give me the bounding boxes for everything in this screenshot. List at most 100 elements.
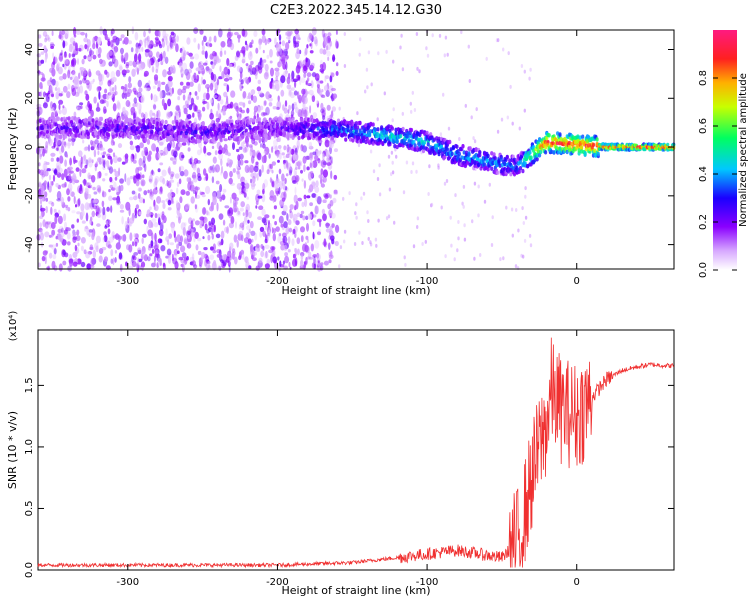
heatmap-cell: [153, 74, 159, 81]
heatmap-cell: [238, 146, 243, 150]
heatmap-cell: [214, 150, 218, 156]
heatmap-ridge-cell: [194, 129, 198, 134]
heatmap-cell: [151, 66, 155, 73]
heatmap-cell: [258, 44, 262, 50]
heatmap-cell: [514, 264, 518, 269]
heatmap-ridge-cell: [135, 130, 139, 135]
heatmap-cell: [206, 101, 210, 110]
heatmap-cell: [336, 62, 339, 67]
heatmap-cell: [392, 107, 395, 112]
heatmap-cell: [213, 35, 217, 43]
heatmap-cell: [112, 197, 118, 201]
heatmap-cell: [500, 117, 504, 122]
heatmap-ridge-cell: [571, 135, 575, 140]
heatmap-cell: [56, 157, 60, 162]
heatmap-cell: [300, 169, 303, 174]
heatmap-cell: [318, 174, 324, 179]
heatmap-cell: [195, 191, 197, 199]
heatmap-ridge-cell: [139, 118, 143, 124]
heatmap-cell: [124, 83, 128, 92]
heatmap-ridge-cell: [131, 119, 135, 124]
heatmap-cell: [64, 252, 69, 258]
heatmap-cell: [51, 93, 54, 98]
heatmap-cell: [52, 254, 57, 260]
heatmap-cell: [230, 90, 236, 98]
heatmap-cell: [168, 233, 172, 239]
heatmap-cell: [93, 198, 99, 204]
heatmap-cell: [322, 153, 325, 161]
heatmap-cell: [309, 162, 313, 168]
heatmap-cell: [97, 47, 102, 55]
heatmap-cell: [291, 238, 295, 246]
heatmap-cell: [222, 188, 227, 193]
snr-plot-area: [37, 329, 675, 571]
heatmap-cell: [321, 89, 324, 93]
heatmap-ridge-cell: [421, 145, 426, 150]
heatmap-ridge-cell: [567, 140, 572, 146]
heatmap-cell: [271, 181, 275, 188]
heatmap-cell: [245, 63, 249, 67]
heatmap-cell: [110, 258, 114, 264]
heatmap-ridge-cell: [157, 127, 161, 132]
heatmap-cell: [125, 201, 131, 211]
heatmap-cell: [264, 223, 268, 231]
heatmap-cell: [167, 75, 173, 82]
heatmap-cell: [261, 164, 264, 173]
heatmap-cell: [250, 89, 256, 95]
heatmap-cell: [134, 145, 140, 149]
heatmap-cell: [159, 44, 163, 49]
heatmap-cell: [106, 160, 110, 168]
heatmap-cell: [206, 229, 210, 234]
heatmap-cell: [179, 81, 184, 86]
heatmap-cell: [240, 181, 246, 187]
heatmap-cell: [175, 105, 180, 111]
heatmap-cell: [68, 258, 74, 267]
heatmap-ridge-cell: [371, 141, 375, 146]
heatmap-cell: [62, 105, 65, 109]
heatmap-cell: [153, 94, 158, 103]
heatmap-cell: [281, 173, 285, 182]
heatmap-cell: [242, 91, 247, 99]
heatmap-cell: [134, 111, 137, 118]
heatmap-cell: [120, 47, 124, 55]
heatmap-cell: [292, 78, 298, 83]
heatmap-cell: [67, 140, 71, 149]
heatmap-cell: [101, 200, 105, 207]
heatmap-ridge-cell: [552, 150, 556, 155]
heatmap-cell: [421, 242, 424, 246]
colorbar-label: Normalized spectral amplitude: [738, 73, 749, 227]
heatmap-cell: [182, 94, 186, 101]
heatmap-ridge-cell: [468, 146, 472, 151]
heatmap-cell: [491, 215, 494, 220]
heatmap-ridge-cell: [478, 150, 482, 155]
heatmap-cell: [72, 251, 78, 258]
heatmap-cell: [85, 212, 89, 222]
heatmap-ridge-cell: [267, 135, 271, 140]
heatmap-cell: [157, 87, 161, 92]
heatmap-cell: [153, 180, 158, 190]
heatmap-cell: [262, 49, 265, 54]
heatmap-cell: [264, 38, 268, 46]
heatmap-cell: [269, 60, 273, 64]
heatmap-cell: [201, 207, 207, 215]
heatmap-cell: [209, 82, 214, 91]
heatmap-cell: [320, 102, 324, 110]
heatmap-cell: [317, 206, 319, 214]
heatmap-cell: [148, 174, 153, 184]
heatmap-ridge-cell: [455, 144, 459, 149]
heatmap-cell: [286, 145, 289, 152]
heatmap-cell: [143, 254, 148, 262]
heatmap-cell: [102, 190, 105, 198]
heatmap-cell: [78, 72, 81, 80]
heatmap-cell: [62, 260, 67, 266]
heatmap-cell: [148, 178, 152, 182]
heatmap-cell: [477, 184, 480, 189]
heatmap-ridge-cell: [74, 133, 78, 138]
heatmap-cell: [189, 184, 195, 192]
heatmap-cell: [321, 29, 325, 38]
heatmap-ridge-cell: [236, 136, 240, 142]
heatmap-cell: [249, 244, 254, 252]
heatmap-cell: [241, 28, 246, 37]
heatmap-cell: [314, 73, 320, 81]
heatmap-cell: [114, 249, 117, 254]
